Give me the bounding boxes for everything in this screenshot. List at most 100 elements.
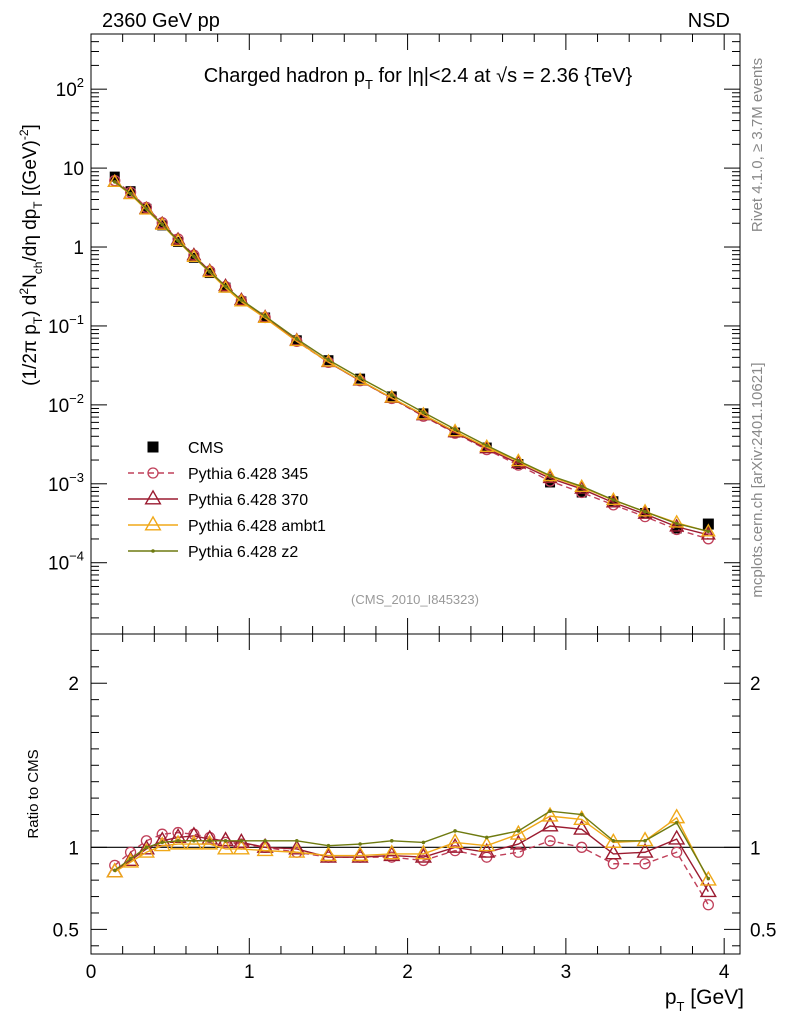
side-label-bottom: mcplots.cern.ch [arXiv:2401.10621]	[749, 362, 766, 597]
ratio-axis-ticks: 0 1 2 3 4 0.5 0.5 1 1 2 2	[53, 634, 776, 983]
series-2-ratio-point	[216, 831, 235, 847]
series-2-ratio-point	[699, 882, 717, 898]
series-3-ratio-point	[383, 844, 401, 860]
main-series-layer	[107, 171, 716, 545]
y-tick-label: 10	[63, 159, 84, 180]
x-tick-label: 1	[244, 962, 255, 983]
legend-marker	[144, 489, 162, 505]
series-4-ratio-point	[239, 838, 244, 843]
series-2-ratio-point	[604, 844, 622, 860]
series-4-point	[223, 284, 228, 289]
series-3-ratio-point	[201, 834, 219, 850]
series-3-point	[542, 468, 558, 482]
y-tick-label: 10−4	[48, 549, 84, 575]
series-2-ratio-point	[446, 837, 464, 853]
legend-label: Pythia 6.428 z2	[188, 544, 298, 561]
series-4-point	[389, 393, 394, 397]
series-3-point	[218, 279, 234, 293]
series-3-ratio-point	[185, 834, 203, 850]
legend-marker	[144, 515, 162, 531]
series-2-ratio-point	[509, 834, 527, 850]
series-4-ratio-point	[294, 838, 299, 843]
series-2-ratio-point	[137, 839, 155, 855]
series-4-point	[112, 179, 117, 184]
series-4-ratio-point	[223, 838, 228, 843]
legend-label: Pythia 6.428 ambt1	[188, 518, 326, 535]
energy-label: 2360 GeV pp	[102, 10, 220, 32]
series-2-ratio-point	[636, 842, 654, 858]
series-3-point	[186, 248, 202, 262]
series-4-ratio-point	[484, 835, 489, 840]
legend-item: Pythia 6.428 z2	[128, 544, 298, 561]
x-axis-label: pT [GeV]	[665, 986, 744, 1014]
series-4-point	[674, 521, 679, 526]
series-4-point	[484, 443, 489, 448]
legend-item: Pythia 6.428 345	[128, 466, 308, 483]
y-tick-label-right: 0.5	[750, 920, 776, 941]
series-3-point	[479, 438, 495, 453]
series-4-ratio-point	[358, 842, 362, 846]
series-4-point	[207, 269, 212, 274]
series-3-ratio-point	[509, 824, 527, 840]
series-3-point	[107, 173, 123, 188]
main-axis-ticks: 102 10 1 10−1 10−2 10−3 10−4	[48, 33, 740, 634]
series-4-ratio-point	[389, 838, 394, 843]
series-4-ratio-point	[643, 838, 647, 843]
series-1-ratio-point	[512, 846, 525, 858]
ratio-y-axis-label: Ratio to CMS	[25, 749, 42, 838]
series-3-point	[138, 201, 154, 215]
y-tick-label-right: 2	[750, 674, 761, 695]
x-tick-label: 3	[561, 962, 572, 983]
series-4-ratio	[112, 809, 711, 881]
series-3-ratio-point	[122, 852, 140, 868]
analysis-id: (CMS_2010_I845323)	[351, 592, 479, 607]
legend-marker	[147, 467, 159, 479]
series-4-ratio-line	[114, 810, 709, 879]
series-2-point	[669, 518, 685, 532]
series-3-ratio-point	[478, 836, 496, 852]
series-2-ratio-point	[414, 847, 432, 863]
series-4-ratio-point	[674, 820, 679, 825]
legend: CMS Pythia 6.428 345 Pythia 6.428 370 Pythi…	[128, 440, 326, 561]
main-y-axis-label: (1/2π pT) d2Nch/dη dpT [(GeV)-2]	[17, 124, 45, 386]
series-4-ratio-point	[548, 809, 552, 814]
series-1-ratio-point	[544, 835, 556, 847]
series-3-point	[123, 186, 139, 200]
series-3-point	[257, 309, 273, 324]
series-4-point	[643, 509, 647, 514]
series-4-point	[548, 473, 552, 478]
series-3-ratio-point	[414, 844, 432, 860]
series-4-ratio-point	[160, 840, 165, 845]
series-2-ratio-line	[114, 825, 709, 893]
y-tick-label: 102	[56, 75, 84, 101]
series-3-point	[320, 353, 336, 367]
process-label: NSD	[688, 10, 730, 32]
series-2-ratio-point	[573, 819, 591, 835]
series-4-ratio-point	[176, 838, 180, 843]
series-1-ratio-point	[156, 828, 168, 840]
series-3-ratio-point	[256, 841, 274, 857]
series-4-main	[112, 179, 711, 534]
series-4-ratio-point	[611, 838, 616, 843]
ratio-series-layer	[106, 806, 717, 911]
series-4-point	[192, 254, 196, 259]
series-3-ratio-point	[288, 842, 306, 858]
series-4-point	[516, 458, 521, 463]
series-1-ratio-point	[639, 858, 651, 870]
x-tick-label: 4	[719, 962, 730, 983]
series-3-point	[202, 264, 218, 278]
series-4-point	[453, 427, 457, 432]
series-1-ratio-point	[671, 846, 683, 858]
series-4-point	[144, 206, 149, 211]
series-3-ratio-line	[114, 815, 709, 881]
y-tick-label: 10−2	[48, 391, 84, 417]
legend-marker	[151, 549, 155, 553]
series-3-ratio-point	[446, 832, 464, 848]
series-3-point	[289, 333, 305, 347]
series-2-ratio-point	[256, 837, 274, 853]
series-2-ratio	[106, 816, 717, 898]
series-2-ratio-point	[668, 829, 686, 845]
legend-item: CMS	[147, 440, 224, 457]
series-4-point	[263, 314, 267, 318]
